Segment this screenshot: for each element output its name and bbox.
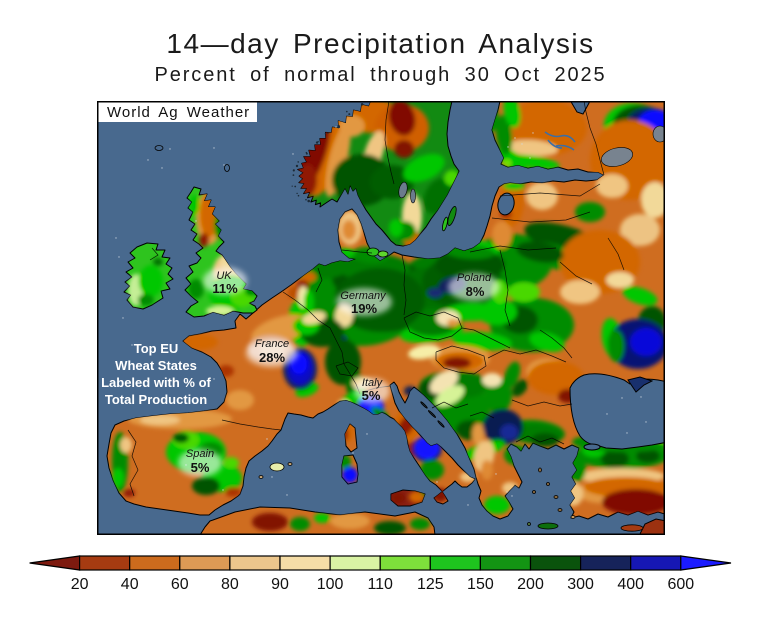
svg-text:100: 100 <box>317 576 344 593</box>
svg-text:France: France <box>255 338 289 350</box>
svg-text:Total Production: Total Production <box>105 392 207 407</box>
svg-text:Labeled with % of: Labeled with % of <box>101 375 211 390</box>
svg-text:Spain: Spain <box>186 448 214 460</box>
svg-text:Wheat States: Wheat States <box>115 358 197 373</box>
svg-text:110: 110 <box>367 576 393 593</box>
svg-text:28%: 28% <box>259 350 285 365</box>
svg-text:Germany: Germany <box>340 290 387 302</box>
svg-text:60: 60 <box>171 576 189 593</box>
svg-text:400: 400 <box>617 576 644 593</box>
svg-text:600: 600 <box>667 576 694 593</box>
svg-text:125: 125 <box>417 576 444 593</box>
svg-text:5%: 5% <box>362 388 381 403</box>
svg-text:20: 20 <box>71 576 89 593</box>
svg-text:World Ag Weather: World Ag Weather <box>107 104 250 121</box>
svg-text:150: 150 <box>467 576 494 593</box>
svg-text:300: 300 <box>567 576 594 593</box>
svg-text:Italy: Italy <box>362 377 384 389</box>
svg-text:5%: 5% <box>191 460 210 475</box>
svg-text:90: 90 <box>271 576 289 593</box>
svg-text:8%: 8% <box>466 284 485 299</box>
svg-text:UK: UK <box>216 270 232 282</box>
svg-text:Top EU: Top EU <box>134 341 179 356</box>
svg-text:11%: 11% <box>212 281 238 296</box>
svg-text:19%: 19% <box>351 301 377 316</box>
svg-text:Poland: Poland <box>457 272 492 284</box>
svg-text:80: 80 <box>221 576 239 593</box>
svg-text:40: 40 <box>121 576 139 593</box>
svg-text:200: 200 <box>517 576 544 593</box>
